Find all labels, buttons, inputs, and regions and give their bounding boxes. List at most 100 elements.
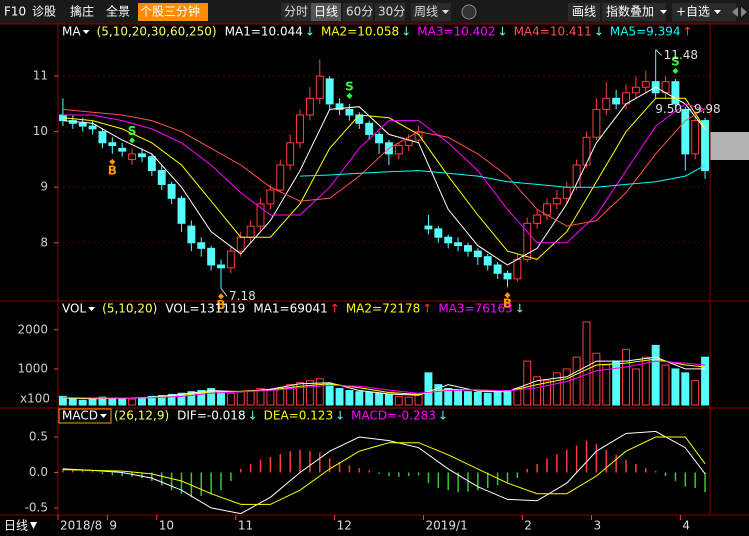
candle-body bbox=[513, 258, 522, 280]
volume-bar bbox=[207, 388, 216, 406]
signal-label: S bbox=[671, 54, 680, 68]
signal-marker bbox=[346, 92, 353, 99]
volume-bar bbox=[345, 390, 354, 406]
settings-button[interactable] bbox=[461, 4, 477, 20]
period-button-bg bbox=[311, 3, 341, 21]
indicator-readout: MA5=9.394 bbox=[610, 25, 681, 39]
volume-bar bbox=[562, 368, 571, 406]
period-button[interactable]: 周线 bbox=[414, 5, 438, 19]
dropdown-arrow bbox=[714, 10, 721, 14]
x-tick-label: 2019/1 bbox=[426, 519, 468, 533]
toolbar-button[interactable]: 指数叠加 bbox=[606, 4, 654, 19]
candle-body bbox=[612, 97, 621, 105]
indicator-readout: DIF=-0.018 bbox=[177, 409, 245, 423]
toolbar-button[interactable]: 画线 bbox=[572, 5, 596, 19]
indicator-line bbox=[62, 86, 706, 266]
toolbar-button[interactable]: F10 bbox=[4, 5, 26, 19]
volume-bar bbox=[118, 398, 127, 406]
candle-body bbox=[444, 236, 453, 244]
candle-body bbox=[523, 222, 532, 260]
volume-bar bbox=[701, 356, 710, 406]
volume-bar bbox=[375, 392, 384, 406]
volume-bar bbox=[236, 391, 245, 406]
volume-bar bbox=[286, 384, 295, 406]
annotation: 11.48 bbox=[664, 48, 698, 62]
signal-label: B bbox=[108, 163, 117, 177]
indicator-name[interactable]: MA bbox=[62, 25, 81, 39]
indicator-readout: DEA=0.123 bbox=[264, 409, 333, 423]
trend-arrow: ↓ bbox=[515, 302, 525, 316]
volume-bar bbox=[473, 391, 482, 406]
volume-bar bbox=[394, 395, 403, 406]
volume-bar bbox=[88, 399, 97, 406]
y-tick-label: 8 bbox=[40, 235, 48, 249]
signal-marker bbox=[672, 67, 679, 74]
indicator-readout: MA3=76163 bbox=[438, 302, 512, 316]
candle-body bbox=[177, 197, 186, 224]
volume-bar bbox=[572, 356, 581, 406]
toolbar-button[interactable]: 诊股 bbox=[32, 5, 56, 19]
trend-arrow: ↓ bbox=[498, 25, 508, 39]
dropdown-arrow bbox=[88, 307, 96, 311]
volume-bar bbox=[622, 348, 630, 406]
candle-body bbox=[325, 78, 334, 105]
indicator-params: (5,10,20,30,60,250) bbox=[97, 25, 217, 39]
candle-body bbox=[335, 103, 344, 110]
toolbar-button[interactable]: 擒庄 bbox=[70, 4, 94, 19]
toolbar-button[interactable]: +自选 bbox=[676, 5, 710, 19]
volume-bar bbox=[671, 368, 680, 406]
period-indicator[interactable]: 日线 bbox=[4, 519, 28, 533]
signal-label: B bbox=[503, 297, 512, 311]
indicator-selector[interactable] bbox=[58, 408, 112, 424]
price-tag-box bbox=[710, 132, 749, 160]
candle-body bbox=[217, 264, 225, 269]
candle-body bbox=[503, 272, 512, 280]
candle-body bbox=[236, 236, 245, 252]
volume-bar bbox=[325, 384, 334, 406]
candle-body bbox=[147, 156, 156, 172]
trend-arrow: ↑ bbox=[422, 302, 432, 316]
indicator-readout: MA3=10.402 bbox=[417, 25, 495, 39]
period-button-bg bbox=[281, 3, 311, 21]
toolbar-button[interactable]: 全景 bbox=[106, 4, 130, 19]
candle-body bbox=[128, 153, 137, 160]
candle-body bbox=[296, 114, 304, 144]
dropdown-arrow bbox=[82, 30, 90, 34]
candle-body bbox=[631, 86, 640, 94]
volume-bar bbox=[384, 393, 393, 406]
volume-bar bbox=[197, 390, 206, 406]
candle-body bbox=[464, 245, 472, 252]
volume-bar bbox=[513, 388, 522, 406]
x-tick-label: 11 bbox=[238, 519, 253, 533]
candle-body bbox=[98, 131, 107, 144]
period-button[interactable]: 日线 bbox=[314, 5, 338, 19]
candle-body bbox=[562, 186, 571, 199]
candle-body bbox=[454, 242, 463, 247]
indicator-line bbox=[299, 164, 706, 188]
candle-body bbox=[355, 114, 364, 124]
volume-bar bbox=[651, 344, 660, 406]
scroll-left[interactable] bbox=[732, 7, 738, 17]
scroll-right[interactable] bbox=[741, 7, 747, 17]
indicator-name[interactable]: MACD bbox=[62, 409, 98, 423]
indicator-readout: MA2=10.058 bbox=[321, 25, 399, 39]
toolbar-button[interactable]: 个股三分钟 bbox=[140, 4, 200, 19]
volume-bar bbox=[98, 396, 107, 406]
volume-bar bbox=[226, 392, 235, 406]
period-button-bg bbox=[411, 3, 451, 21]
trend-arrow: ↑ bbox=[682, 25, 692, 39]
dropdown-arrow bbox=[442, 10, 449, 14]
indicator-name[interactable]: VOL bbox=[62, 302, 86, 316]
period-button[interactable]: 分时 bbox=[284, 5, 308, 19]
period-button[interactable]: 60分 bbox=[346, 5, 373, 19]
candle-body bbox=[138, 153, 146, 158]
indicator-params: (5,10,20) bbox=[102, 302, 157, 316]
period-button[interactable]: 30分 bbox=[378, 5, 405, 19]
annotation: 9.50 - 9.98 bbox=[655, 102, 720, 116]
indicator-readout: MA1=69041 bbox=[253, 302, 327, 316]
candle-body bbox=[375, 133, 384, 144]
dropdown-arrow bbox=[99, 414, 107, 418]
volume-bar bbox=[592, 352, 601, 406]
signal-label: B bbox=[216, 298, 225, 312]
